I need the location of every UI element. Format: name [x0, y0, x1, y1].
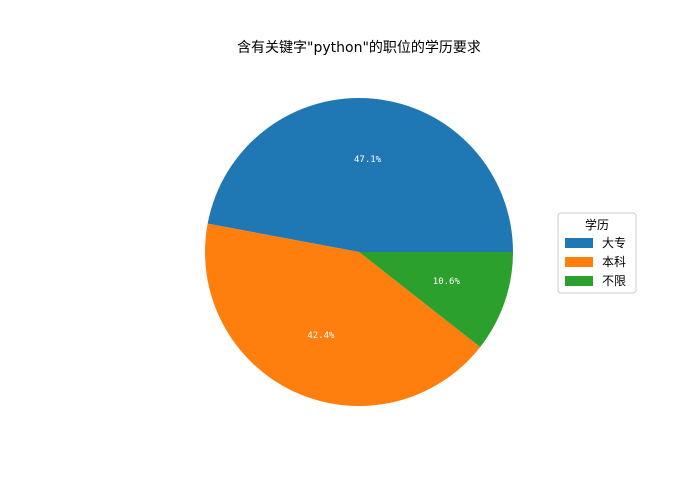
legend-swatch-3: [565, 276, 593, 286]
pie-percent-label-3: 10.6%: [433, 277, 461, 287]
pie-slices: [205, 97, 514, 406]
chart-title: 含有关键字"python"的职位的学历要求: [237, 40, 481, 56]
legend-swatch-2: [565, 257, 593, 267]
legend-title: 学历: [585, 217, 609, 232]
pie-slice-3: [359, 252, 513, 348]
legend-frame: [557, 212, 637, 294]
percentage-labels: 47.1% 42.4% 10.6%: [307, 155, 460, 341]
pie-slice-2: [205, 223, 481, 406]
pie-percent-label-2: 42.4%: [307, 331, 335, 341]
legend-label-1: 大专: [602, 235, 626, 250]
pie-percent-label-1: 47.1%: [354, 155, 382, 165]
legend-label-2: 本科: [602, 255, 626, 269]
pie-slice-1: [207, 97, 514, 252]
legend-label-3: 不限: [602, 274, 626, 288]
legend-swatch-1: [565, 238, 593, 248]
